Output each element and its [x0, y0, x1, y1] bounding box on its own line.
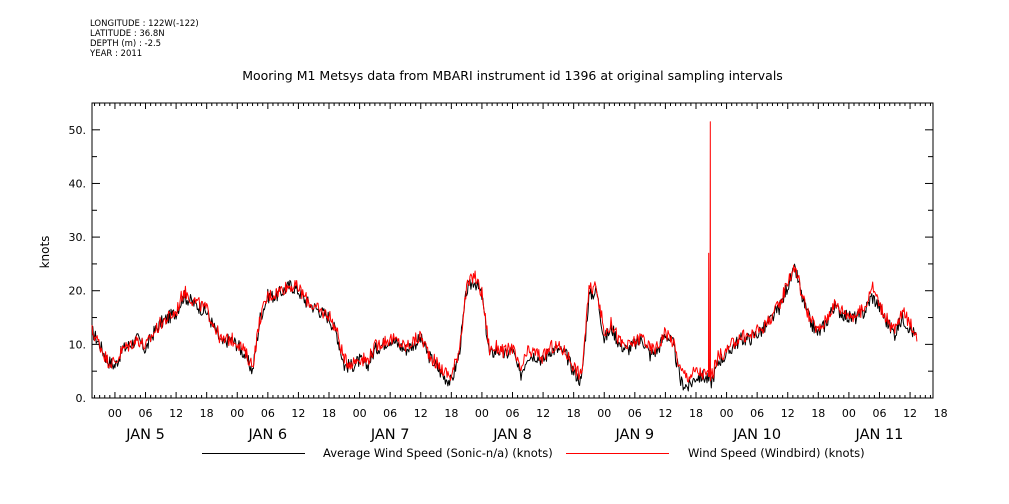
- x-day-label: JAN 10: [732, 427, 781, 443]
- x-tick-label: 06: [383, 407, 397, 420]
- x-day-label: JAN 7: [370, 427, 410, 443]
- x-tick-label: 18: [934, 407, 948, 420]
- longitude-text: LONGITUDE : 122W(-122): [90, 19, 199, 29]
- x-tick-label: 00: [597, 407, 611, 420]
- y-tick-label: 0.: [76, 392, 87, 405]
- x-tick-label: 12: [291, 407, 305, 420]
- x-tick-label: 12: [169, 407, 183, 420]
- series-line-windbird-wind-speed: [91, 121, 918, 383]
- latitude-text: LATITUDE : 36.8N: [90, 29, 165, 39]
- x-tick-label: 00: [230, 407, 244, 420]
- x-tick-label: 06: [872, 407, 886, 420]
- x-tick-label: 12: [781, 407, 795, 420]
- x-day-label: JAN 8: [492, 427, 532, 443]
- x-tick-label: 06: [506, 407, 520, 420]
- y-tick-label: 20.: [69, 285, 87, 298]
- depth-text: DEPTH (m) : -2.5: [90, 39, 162, 49]
- legend-swatch-black: [202, 453, 305, 454]
- legend-swatch-red: [566, 453, 669, 454]
- y-tick-label: 50.: [69, 124, 87, 137]
- chart-title: Mooring M1 Metsys data from MBARI instru…: [242, 68, 783, 83]
- x-tick-label: 00: [353, 407, 367, 420]
- y-axis-label: knots: [38, 236, 52, 269]
- x-day-label: JAN 6: [248, 427, 288, 443]
- legend-label-average: Average Wind Speed (Sonic-n/a) (knots): [323, 446, 553, 460]
- x-tick-label: 12: [414, 407, 428, 420]
- x-tick-label: 18: [567, 407, 581, 420]
- x-tick-label: 12: [658, 407, 672, 420]
- x-tick-label: 18: [322, 407, 336, 420]
- x-tick-label: 06: [628, 407, 642, 420]
- x-tick-label: 00: [720, 407, 734, 420]
- x-tick-label: 18: [811, 407, 825, 420]
- x-tick-label: 12: [903, 407, 917, 420]
- x-tick-label: 00: [108, 407, 122, 420]
- x-tick-label: 18: [689, 407, 703, 420]
- legend-item-average: Average Wind Speed (Sonic-n/a) (knots): [202, 446, 622, 462]
- x-tick-label: 00: [475, 407, 489, 420]
- x-day-label: JAN 9: [615, 427, 655, 443]
- legend-label-windbird: Wind Speed (Windbird) (knots): [688, 446, 865, 460]
- x-tick-label: 00: [842, 407, 856, 420]
- x-tick-label: 18: [200, 407, 214, 420]
- x-day-label: JAN 11: [855, 427, 904, 443]
- x-tick-label: 06: [750, 407, 764, 420]
- metadata-block: LONGITUDE : 122W(-122) LATITUDE : 36.8N …: [90, 19, 199, 59]
- x-tick-label: 12: [536, 407, 550, 420]
- x-tick-label: 18: [444, 407, 458, 420]
- y-tick-label: 30.: [69, 231, 87, 244]
- series-line-average-wind-speed: [91, 263, 918, 392]
- x-tick-label: 06: [261, 407, 275, 420]
- x-tick-label: 06: [139, 407, 153, 420]
- y-tick-label: 40.: [69, 177, 87, 190]
- y-tick-label: 10.: [69, 338, 87, 351]
- x-day-label: JAN 5: [125, 427, 165, 443]
- year-text: YEAR : 2011: [90, 49, 143, 59]
- legend-item-windbird: Wind Speed (Windbird) (knots): [566, 446, 906, 462]
